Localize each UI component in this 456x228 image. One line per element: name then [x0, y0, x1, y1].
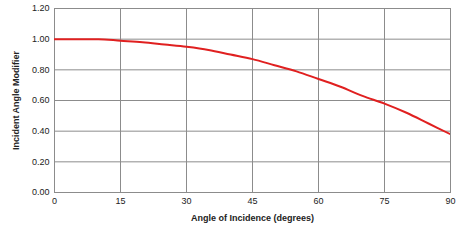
- svg-text:0.60: 0.60: [32, 95, 50, 105]
- svg-text:15: 15: [115, 196, 125, 206]
- svg-text:Angle of Incidence (degrees): Angle of Incidence (degrees): [191, 213, 314, 223]
- svg-text:1.20: 1.20: [32, 3, 50, 13]
- svg-text:0.20: 0.20: [32, 157, 50, 167]
- svg-text:0: 0: [52, 196, 57, 206]
- svg-text:30: 30: [181, 196, 191, 206]
- svg-text:0.40: 0.40: [32, 126, 50, 136]
- svg-text:0.00: 0.00: [32, 187, 50, 197]
- svg-text:0.80: 0.80: [32, 65, 50, 75]
- svg-text:45: 45: [247, 196, 257, 206]
- svg-text:90: 90: [445, 196, 455, 206]
- svg-text:60: 60: [313, 196, 323, 206]
- svg-text:1.00: 1.00: [32, 34, 50, 44]
- svg-text:75: 75: [379, 196, 389, 206]
- svg-text:Incident Angle Modifier: Incident Angle Modifier: [11, 50, 21, 150]
